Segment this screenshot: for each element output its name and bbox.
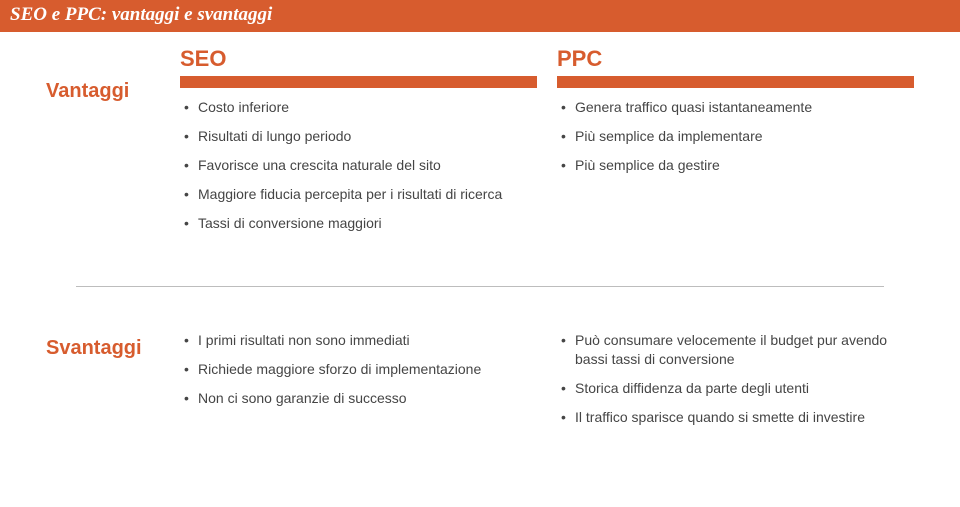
columns-vantaggi: SEO Costo inferiore Risultati di lungo p…: [180, 46, 914, 242]
list-item: Genera traffico quasi istantaneamente: [557, 98, 914, 117]
row-label-svantaggi: Svantaggi: [46, 331, 180, 360]
row-label-vantaggi: Vantaggi: [46, 46, 180, 103]
col-ppc-vantaggi: PPC Genera traffico quasi istantaneament…: [557, 46, 914, 242]
columns-svantaggi: I primi risultati non sono immediati Ric…: [180, 331, 914, 437]
list-item: Più semplice da implementare: [557, 127, 914, 146]
divider: [76, 286, 884, 287]
list-item: Tassi di conversione maggiori: [180, 214, 537, 233]
slide-content: Vantaggi SEO Costo inferiore Risultati d…: [0, 32, 960, 437]
list-seo-vantaggi: Costo inferiore Risultati di lungo perio…: [180, 98, 537, 232]
list-item: Favorisce una crescita naturale del sito: [180, 156, 537, 175]
list-item: Richiede maggiore sforzo di implementazi…: [180, 360, 537, 379]
divider-wrap: [46, 286, 914, 287]
list-ppc-svantaggi: Può consumare velocemente il budget pur …: [557, 331, 914, 427]
list-item: Può consumare velocemente il budget pur …: [557, 331, 914, 369]
list-seo-svantaggi: I primi risultati non sono immediati Ric…: [180, 331, 537, 408]
header-ppc: PPC: [557, 46, 914, 76]
list-item: I primi risultati non sono immediati: [180, 331, 537, 350]
row-vantaggi: Vantaggi SEO Costo inferiore Risultati d…: [46, 46, 914, 242]
list-item: Storica diffidenza da parte degli utenti: [557, 379, 914, 398]
col-ppc-svantaggi: Può consumare velocemente il budget pur …: [557, 331, 914, 437]
list-item: Maggiore fiducia percepita per i risulta…: [180, 185, 537, 204]
list-ppc-vantaggi: Genera traffico quasi istantaneamente Pi…: [557, 98, 914, 175]
list-item: Il traffico sparisce quando si smette di…: [557, 408, 914, 427]
row-svantaggi: Svantaggi I primi risultati non sono imm…: [46, 331, 914, 437]
list-item: Risultati di lungo periodo: [180, 127, 537, 146]
list-item: Costo inferiore: [180, 98, 537, 117]
slide-title: SEO e PPC: vantaggi e svantaggi: [0, 0, 960, 32]
header-band-ppc: [557, 76, 914, 88]
list-item: Più semplice da gestire: [557, 156, 914, 175]
header-band-seo: [180, 76, 537, 88]
col-seo-vantaggi: SEO Costo inferiore Risultati di lungo p…: [180, 46, 537, 242]
header-seo: SEO: [180, 46, 537, 76]
list-item: Non ci sono garanzie di successo: [180, 389, 537, 408]
col-seo-svantaggi: I primi risultati non sono immediati Ric…: [180, 331, 537, 437]
